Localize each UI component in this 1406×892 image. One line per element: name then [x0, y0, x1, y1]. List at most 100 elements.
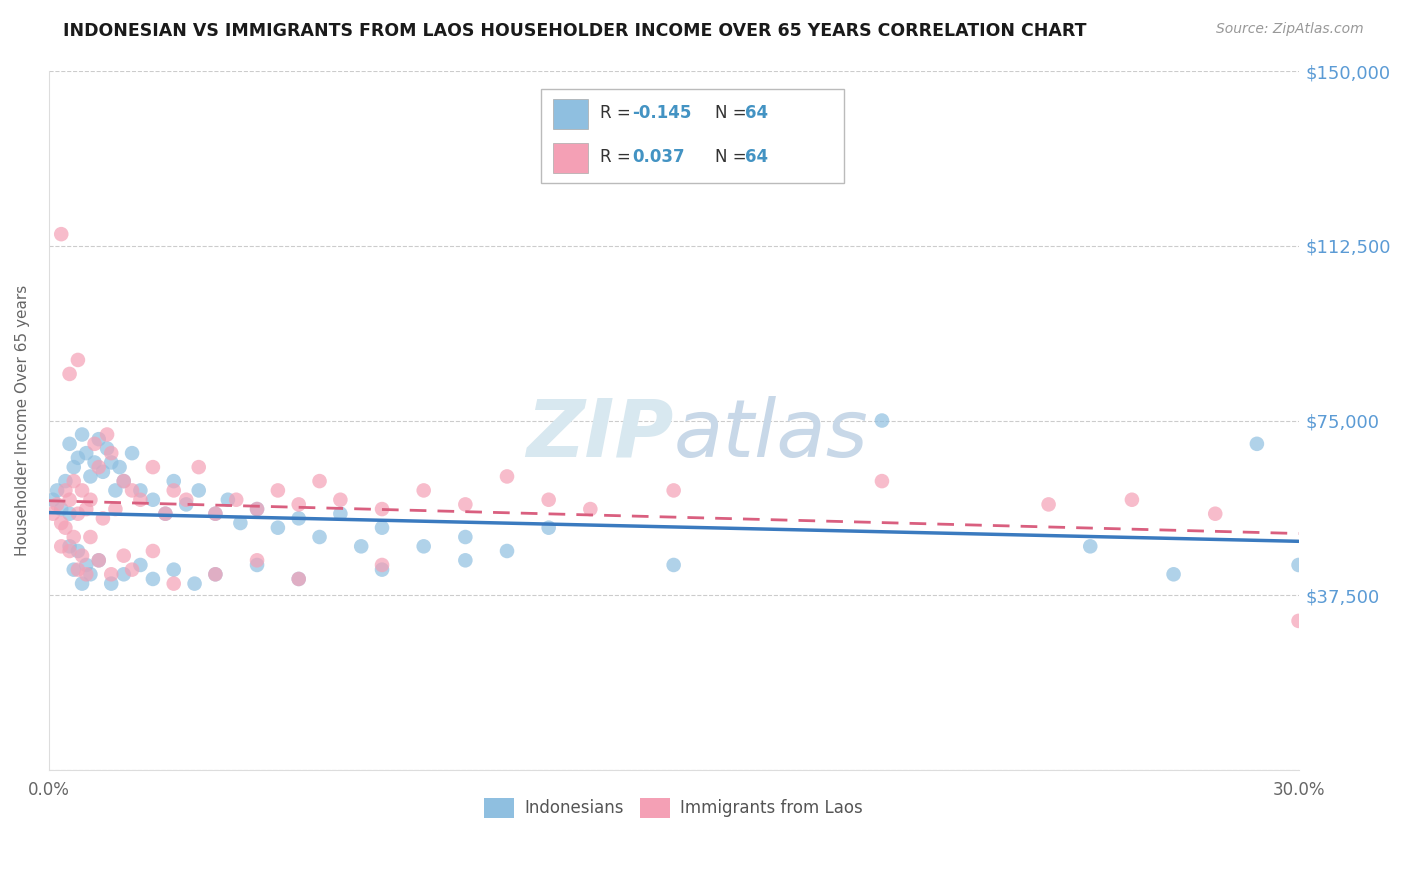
Point: [142, 460, 165, 475]
Point: [229, 516, 252, 530]
Point: [112, 474, 135, 488]
Point: [62, 460, 84, 475]
Point: [412, 539, 434, 553]
Text: atlas: atlas: [673, 395, 869, 474]
Point: [87, 432, 110, 446]
FancyBboxPatch shape: [541, 89, 844, 183]
Point: [58, 437, 80, 451]
Point: [662, 558, 685, 572]
Point: [246, 502, 269, 516]
Point: [1078, 539, 1101, 553]
Point: [308, 474, 330, 488]
Point: [287, 572, 309, 586]
Point: [1204, 507, 1226, 521]
Point: [70, 549, 93, 563]
Text: -0.145: -0.145: [633, 104, 692, 122]
Point: [329, 492, 352, 507]
Point: [121, 563, 143, 577]
Text: R =: R =: [600, 148, 641, 166]
Legend: Indonesians, Immigrants from Laos: Indonesians, Immigrants from Laos: [478, 791, 870, 824]
Point: [142, 572, 165, 586]
Point: [112, 474, 135, 488]
Point: [537, 521, 560, 535]
Point: [58, 539, 80, 553]
Point: [217, 492, 239, 507]
Point: [58, 507, 80, 521]
FancyBboxPatch shape: [554, 143, 588, 173]
Point: [96, 442, 118, 456]
Point: [496, 469, 519, 483]
Point: [246, 502, 269, 516]
Point: [308, 530, 330, 544]
Point: [66, 544, 89, 558]
Point: [87, 553, 110, 567]
Point: [83, 455, 105, 469]
Point: [70, 576, 93, 591]
Point: [287, 511, 309, 525]
Point: [155, 507, 177, 521]
Point: [96, 427, 118, 442]
Point: [454, 553, 477, 567]
Point: [87, 460, 110, 475]
Point: [537, 492, 560, 507]
Point: [112, 567, 135, 582]
Point: [66, 353, 89, 368]
Point: [371, 521, 394, 535]
Point: [1121, 492, 1143, 507]
Point: [870, 474, 893, 488]
Point: [187, 483, 209, 498]
Point: [204, 567, 226, 582]
Point: [75, 567, 97, 582]
Point: [75, 558, 97, 572]
Point: [62, 530, 84, 544]
Point: [55, 521, 77, 535]
Point: [1288, 614, 1310, 628]
Point: [287, 572, 309, 586]
Point: [87, 553, 110, 567]
Point: [79, 567, 101, 582]
Point: [163, 483, 186, 498]
Point: [104, 483, 127, 498]
Point: [70, 427, 93, 442]
Text: R =: R =: [600, 104, 637, 122]
Point: [870, 413, 893, 427]
Point: [91, 511, 114, 525]
Text: Source: ZipAtlas.com: Source: ZipAtlas.com: [1216, 22, 1364, 37]
Point: [100, 567, 122, 582]
Point: [79, 492, 101, 507]
Point: [46, 497, 69, 511]
Point: [350, 539, 373, 553]
Point: [579, 502, 602, 516]
Point: [155, 507, 177, 521]
Point: [58, 492, 80, 507]
Point: [204, 507, 226, 521]
Point: [246, 558, 269, 572]
Point: [121, 483, 143, 498]
Point: [287, 497, 309, 511]
Point: [412, 483, 434, 498]
Point: [454, 530, 477, 544]
Point: [174, 492, 197, 507]
Point: [100, 455, 122, 469]
Point: [204, 567, 226, 582]
Point: [58, 544, 80, 558]
Point: [371, 558, 394, 572]
Point: [66, 450, 89, 465]
Point: [129, 492, 152, 507]
Point: [62, 474, 84, 488]
Point: [246, 553, 269, 567]
Point: [79, 469, 101, 483]
Point: [267, 483, 290, 498]
Text: INDONESIAN VS IMMIGRANTS FROM LAOS HOUSEHOLDER INCOME OVER 65 YEARS CORRELATION : INDONESIAN VS IMMIGRANTS FROM LAOS HOUSE…: [63, 22, 1087, 40]
Text: 64: 64: [745, 148, 769, 166]
Point: [83, 437, 105, 451]
Point: [66, 563, 89, 577]
Point: [108, 460, 131, 475]
Point: [121, 446, 143, 460]
Point: [100, 576, 122, 591]
Point: [58, 367, 80, 381]
Point: [371, 502, 394, 516]
Point: [79, 530, 101, 544]
Point: [329, 507, 352, 521]
Point: [75, 446, 97, 460]
